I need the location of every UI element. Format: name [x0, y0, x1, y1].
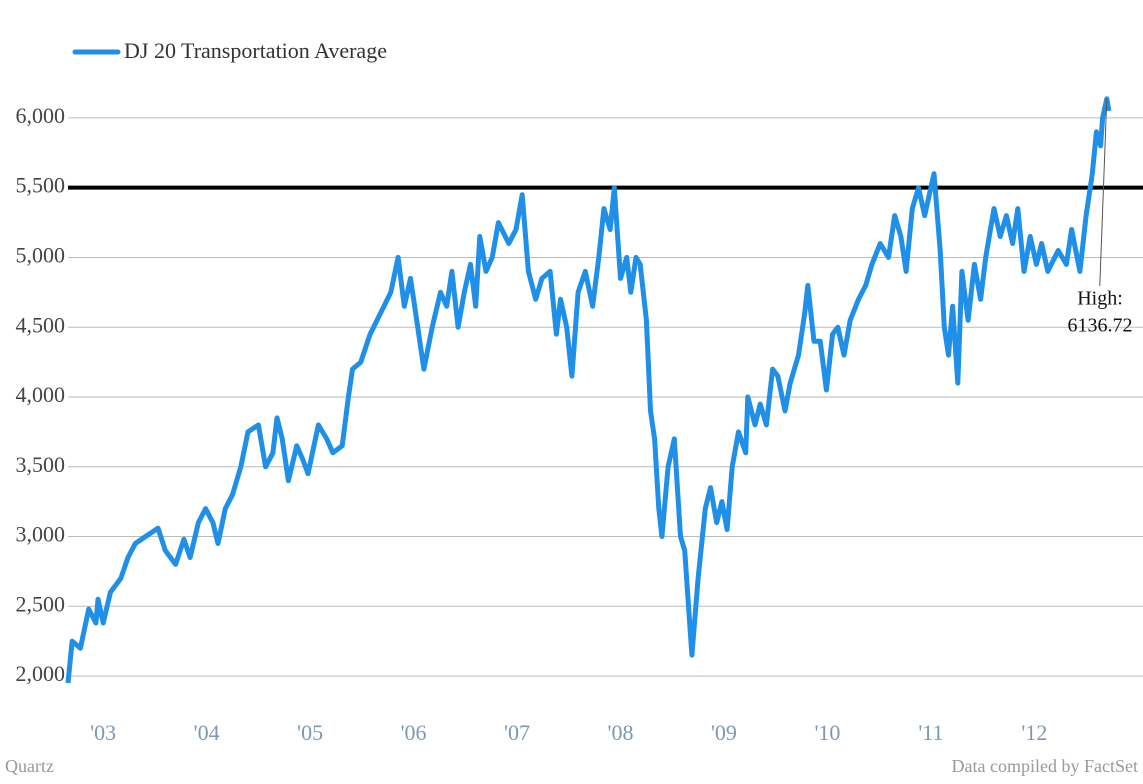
- annotation-label: High:: [1077, 288, 1123, 310]
- x-tick-label: '07: [504, 720, 530, 745]
- x-tick-label: '06: [401, 720, 427, 745]
- annotation-value: 6136.72: [1068, 315, 1133, 337]
- x-tick-label: '08: [608, 720, 634, 745]
- x-tick-label: '05: [297, 720, 323, 745]
- x-tick-label: '11: [918, 720, 943, 745]
- y-tick-label: 2,500: [16, 591, 66, 616]
- source-right: Data compiled by FactSet: [952, 756, 1138, 776]
- y-tick-label: 3,000: [16, 522, 66, 547]
- x-tick-label: '09: [711, 720, 737, 745]
- x-tick-label: '03: [90, 720, 116, 745]
- y-tick-label: 6,000: [16, 103, 66, 128]
- y-tick-label: 2,000: [16, 661, 66, 686]
- line: [65, 96, 1112, 684]
- legend-label: DJ 20 Transportation Average: [124, 38, 387, 63]
- x-tick-label: '04: [194, 720, 220, 745]
- y-tick-label: 4,500: [16, 312, 66, 337]
- source-left: Quartz: [5, 756, 54, 776]
- y-tick-label: 3,500: [16, 452, 66, 477]
- y-tick-label: 4,000: [16, 382, 66, 407]
- y-tick-label: 5,000: [16, 242, 66, 267]
- x-tick-label: '12: [1021, 720, 1047, 745]
- x-tick-label: '10: [814, 720, 840, 745]
- y-tick-label: 5,500: [16, 173, 66, 198]
- annotation-line: [1099, 98, 1108, 287]
